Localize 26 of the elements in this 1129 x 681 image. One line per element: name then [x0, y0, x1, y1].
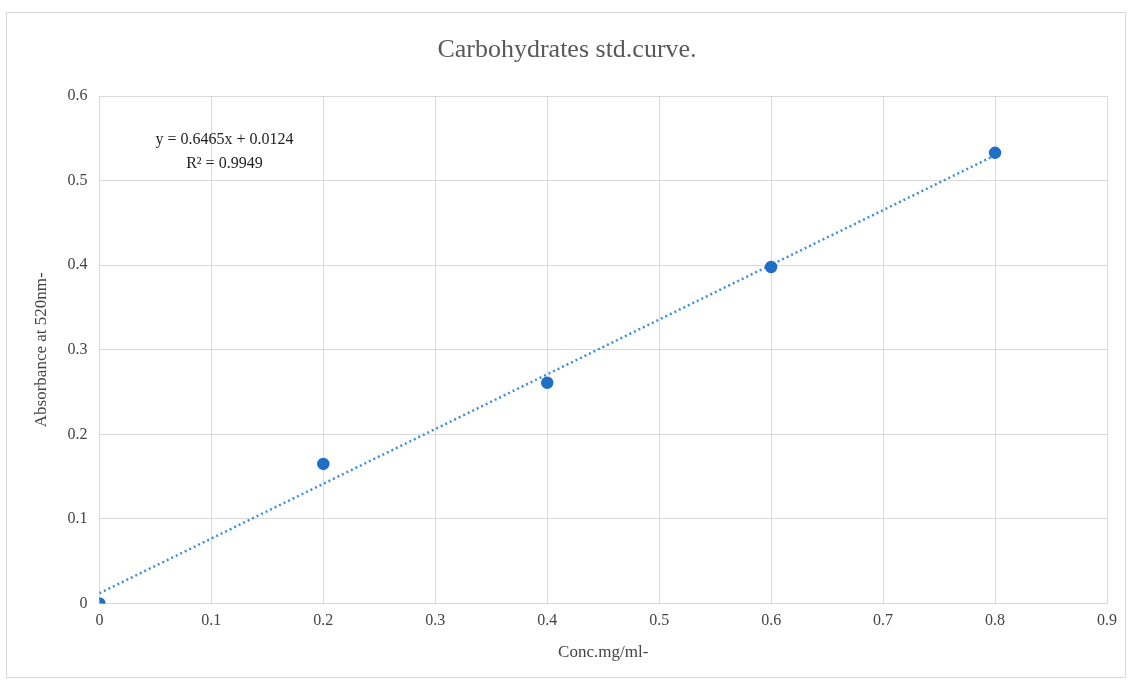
- x-tick-label: 0.8: [985, 611, 1006, 629]
- point: [317, 457, 330, 471]
- x-tick-label: 0.1: [201, 611, 222, 629]
- x-tick-label: 0.5: [649, 611, 670, 629]
- point: [764, 260, 778, 274]
- y-tick-label: 0.5: [67, 170, 88, 188]
- x-tick-label: 0.7: [873, 611, 894, 629]
- y-axis-title: Absorbance at 520nm-: [30, 272, 50, 428]
- y-tick-label: 0.1: [67, 509, 88, 527]
- x-tick-label: 0.9: [1097, 611, 1117, 629]
- y-tick-label: 0.2: [67, 424, 88, 442]
- y-tick-label: 0.6: [67, 86, 88, 104]
- y-tick-label: 0: [79, 593, 88, 611]
- y-tick-label: 0.3: [67, 340, 88, 357]
- x-tick-label: 0.4: [537, 611, 558, 629]
- annotation: R² = 0.9949: [186, 154, 263, 172]
- chart-title: Carbohydrates std.curve.: [437, 34, 697, 64]
- y-tick-label: 0.4: [67, 255, 88, 273]
- point: [988, 146, 1002, 160]
- point: [540, 376, 554, 390]
- x-tick-label: 0.6: [761, 611, 782, 629]
- x-axis-title: Conc.mg/ml-: [558, 642, 649, 662]
- annotation: y = 0.6465x + 0.0124: [155, 130, 294, 149]
- x-tick-label: 0.3: [425, 611, 446, 629]
- x-tick-label: 0: [95, 611, 104, 629]
- x-tick-label: 0.2: [313, 611, 334, 629]
